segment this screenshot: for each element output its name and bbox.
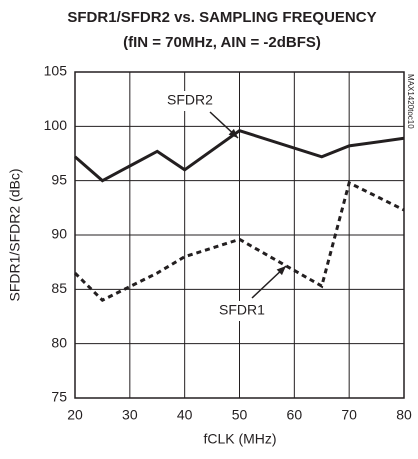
label-background	[164, 91, 216, 111]
x-tick-label: 50	[232, 407, 248, 423]
x-tick-label: 60	[287, 407, 303, 423]
chart-title: SFDR1/SFDR2 vs. SAMPLING FREQUENCY	[67, 9, 376, 26]
chart-subtitle: (fIN = 70MHz, AIN = -2dBFS)	[123, 34, 321, 51]
y-tick-label: 75	[51, 389, 67, 405]
x-tick-label: 80	[396, 407, 412, 423]
y-axis-label: SFDR1/SFDR2 (dBc)	[7, 168, 23, 301]
series-line	[73, 180, 405, 303]
x-tick-label: 70	[341, 407, 357, 423]
x-axis-label: fCLK (MHz)	[203, 431, 276, 447]
arrow-head	[276, 266, 286, 276]
label-background	[216, 301, 268, 321]
y-tick-label: 95	[51, 171, 67, 187]
y-tick-label: 90	[51, 226, 67, 242]
y-tick-label: 80	[51, 334, 67, 350]
series-label: SFDR2	[167, 92, 213, 108]
y-tick-label: 105	[44, 63, 68, 79]
x-tick-label: 20	[67, 407, 83, 423]
x-tick-label: 40	[177, 407, 193, 423]
series-label: SFDR1	[219, 302, 265, 318]
x-tick-label: 30	[122, 407, 138, 423]
y-tick-label: 85	[51, 280, 67, 296]
arrow-head	[228, 128, 238, 138]
series-line	[74, 129, 405, 183]
plot-frame	[74, 71, 405, 399]
y-tick-label: 100	[44, 117, 68, 133]
watermark: MAX1420toc10	[406, 74, 415, 129]
